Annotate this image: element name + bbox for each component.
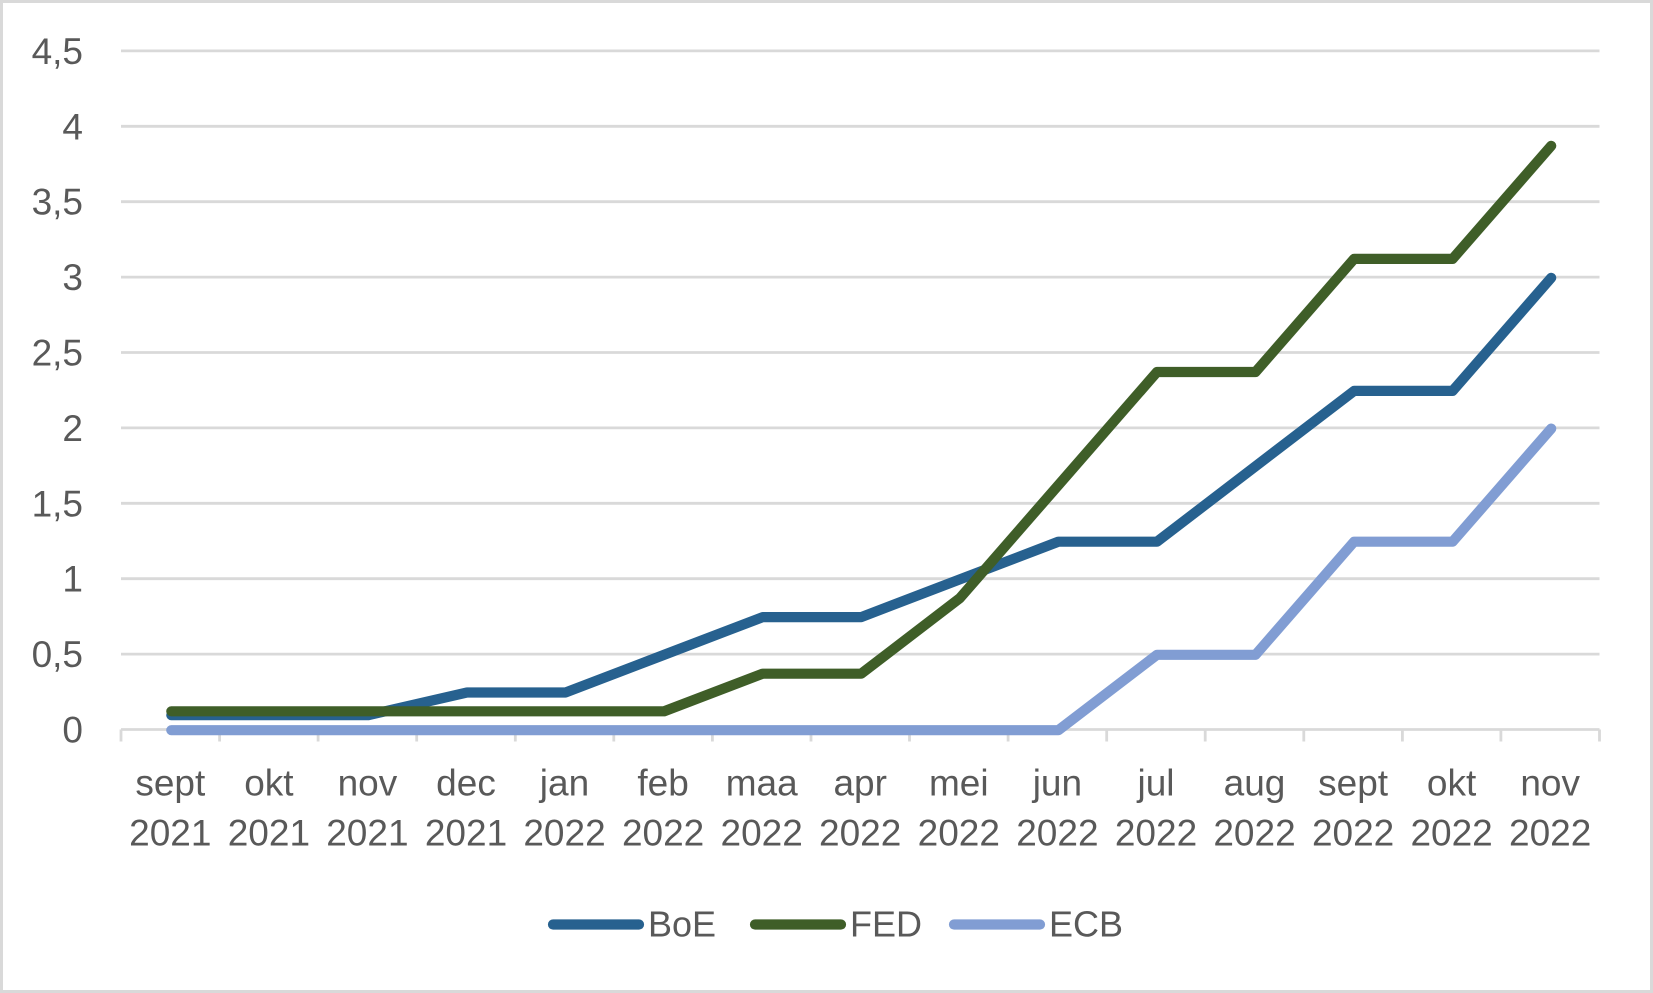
svg-text:maa: maa <box>726 763 798 804</box>
svg-text:aug: aug <box>1224 763 1286 804</box>
svg-text:okt: okt <box>1427 763 1477 804</box>
svg-text:2022: 2022 <box>622 813 704 854</box>
svg-text:jun: jun <box>1032 763 1082 804</box>
svg-text:2021: 2021 <box>228 813 310 854</box>
svg-text:2021: 2021 <box>326 813 408 854</box>
svg-text:mei: mei <box>929 763 989 804</box>
svg-text:2021: 2021 <box>129 813 211 854</box>
svg-text:nov: nov <box>1520 763 1580 804</box>
svg-text:2022: 2022 <box>1115 813 1197 854</box>
svg-text:4: 4 <box>62 106 83 147</box>
svg-text:sept: sept <box>135 763 206 804</box>
svg-text:2021: 2021 <box>425 813 507 854</box>
svg-text:2022: 2022 <box>918 813 1000 854</box>
svg-text:BoE: BoE <box>648 904 716 945</box>
svg-text:2022: 2022 <box>1016 813 1098 854</box>
svg-text:FED: FED <box>850 904 922 945</box>
svg-text:ECB: ECB <box>1049 904 1123 945</box>
svg-text:sept: sept <box>1318 763 1389 804</box>
svg-text:2022: 2022 <box>1509 813 1591 854</box>
svg-text:2022: 2022 <box>721 813 803 854</box>
svg-text:jul: jul <box>1136 763 1174 804</box>
svg-text:2022: 2022 <box>523 813 605 854</box>
svg-text:2022: 2022 <box>819 813 901 854</box>
svg-text:2022: 2022 <box>1312 813 1394 854</box>
svg-text:jan: jan <box>539 763 589 804</box>
svg-text:0,5: 0,5 <box>32 634 83 675</box>
svg-text:2: 2 <box>62 408 83 449</box>
svg-text:1,5: 1,5 <box>32 483 83 524</box>
svg-text:3: 3 <box>62 257 83 298</box>
svg-text:nov: nov <box>338 763 398 804</box>
svg-text:1: 1 <box>62 559 83 600</box>
svg-text:2,5: 2,5 <box>32 333 83 374</box>
svg-text:2022: 2022 <box>1213 813 1295 854</box>
svg-text:okt: okt <box>244 763 294 804</box>
svg-text:feb: feb <box>637 763 688 804</box>
svg-text:3,5: 3,5 <box>32 182 83 223</box>
svg-text:dec: dec <box>436 763 496 804</box>
svg-text:apr: apr <box>833 763 886 804</box>
svg-text:2022: 2022 <box>1410 813 1492 854</box>
svg-text:4,5: 4,5 <box>32 31 83 72</box>
svg-text:0: 0 <box>62 710 83 751</box>
